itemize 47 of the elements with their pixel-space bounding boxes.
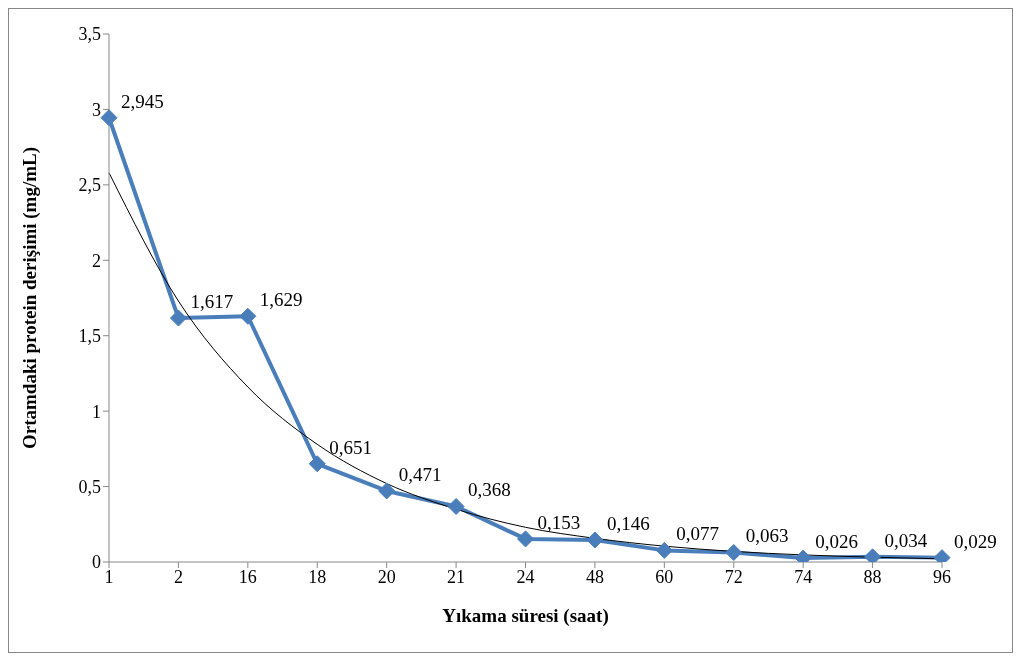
x-tick-label: 18 bbox=[308, 566, 327, 587]
x-axis-title: Yıkama süresi (saat) bbox=[442, 605, 609, 627]
x-tick-label: 88 bbox=[863, 566, 882, 587]
data-label: 2,945 bbox=[121, 90, 164, 112]
y-tick-label: 1,5 bbox=[78, 326, 101, 347]
point bbox=[378, 482, 396, 500]
y-tick-label: 2,5 bbox=[78, 175, 101, 196]
point bbox=[239, 307, 257, 325]
y-tick-label: 1 bbox=[92, 401, 101, 422]
point bbox=[725, 544, 743, 561]
frame: 1 2 16 18 20 21 24 48 60 72 74 88 96 Yıkama süresi (saat) 0 0,5 1 1,5 2 2,5 3 3,5 Ortamdaki protein derişimi (mg/mL) 2,945 1,617 1,629 0,651 0,471 0,368 0,153 0,146 0,077 0,063 0,026 0,034 0,029 bbox=[8, 8, 1013, 653]
data-label: 0,077 bbox=[676, 523, 720, 545]
x-tick-label: 74 bbox=[794, 566, 813, 587]
point bbox=[169, 309, 187, 327]
x-tick-label: 24 bbox=[516, 566, 535, 587]
data-label: 0,034 bbox=[884, 529, 928, 551]
x-tick-label: 20 bbox=[377, 566, 396, 587]
x-tick-label: 2 bbox=[173, 566, 183, 587]
y-tick-label: 3 bbox=[92, 99, 101, 120]
x-tick-label: 48 bbox=[585, 566, 604, 587]
x-tick-label: 60 bbox=[655, 566, 674, 587]
data-label: 1,617 bbox=[190, 291, 234, 313]
y-axis-title: Ortamdaki protein derişimi (mg/mL) bbox=[18, 146, 41, 450]
x-tick-label: 21 bbox=[447, 566, 466, 587]
y-tick-label: 0 bbox=[92, 552, 101, 573]
data-label: 0,146 bbox=[606, 512, 650, 534]
point bbox=[586, 531, 604, 549]
x-tick-label: 72 bbox=[724, 566, 743, 587]
point bbox=[308, 455, 326, 473]
data-label: 1,629 bbox=[259, 289, 303, 311]
data-label: 0,651 bbox=[329, 436, 372, 458]
y-tick-label: 0,5 bbox=[78, 476, 101, 497]
point bbox=[655, 541, 673, 559]
data-label: 0,063 bbox=[745, 525, 789, 547]
data-label: 0,471 bbox=[398, 463, 442, 485]
data-label: 0,153 bbox=[537, 511, 581, 533]
x-tick-label: 16 bbox=[238, 566, 257, 587]
point bbox=[447, 497, 465, 515]
point bbox=[517, 530, 534, 548]
y-tick-label: 3,5 bbox=[78, 24, 101, 45]
data-label: 0,029 bbox=[954, 530, 997, 552]
data-label: 0,026 bbox=[815, 531, 858, 553]
point bbox=[100, 109, 118, 127]
point bbox=[864, 548, 882, 562]
x-tick-label: 96 bbox=[933, 566, 951, 587]
y-tick-label: 2 bbox=[92, 250, 101, 271]
data-label: 0,368 bbox=[468, 479, 511, 501]
